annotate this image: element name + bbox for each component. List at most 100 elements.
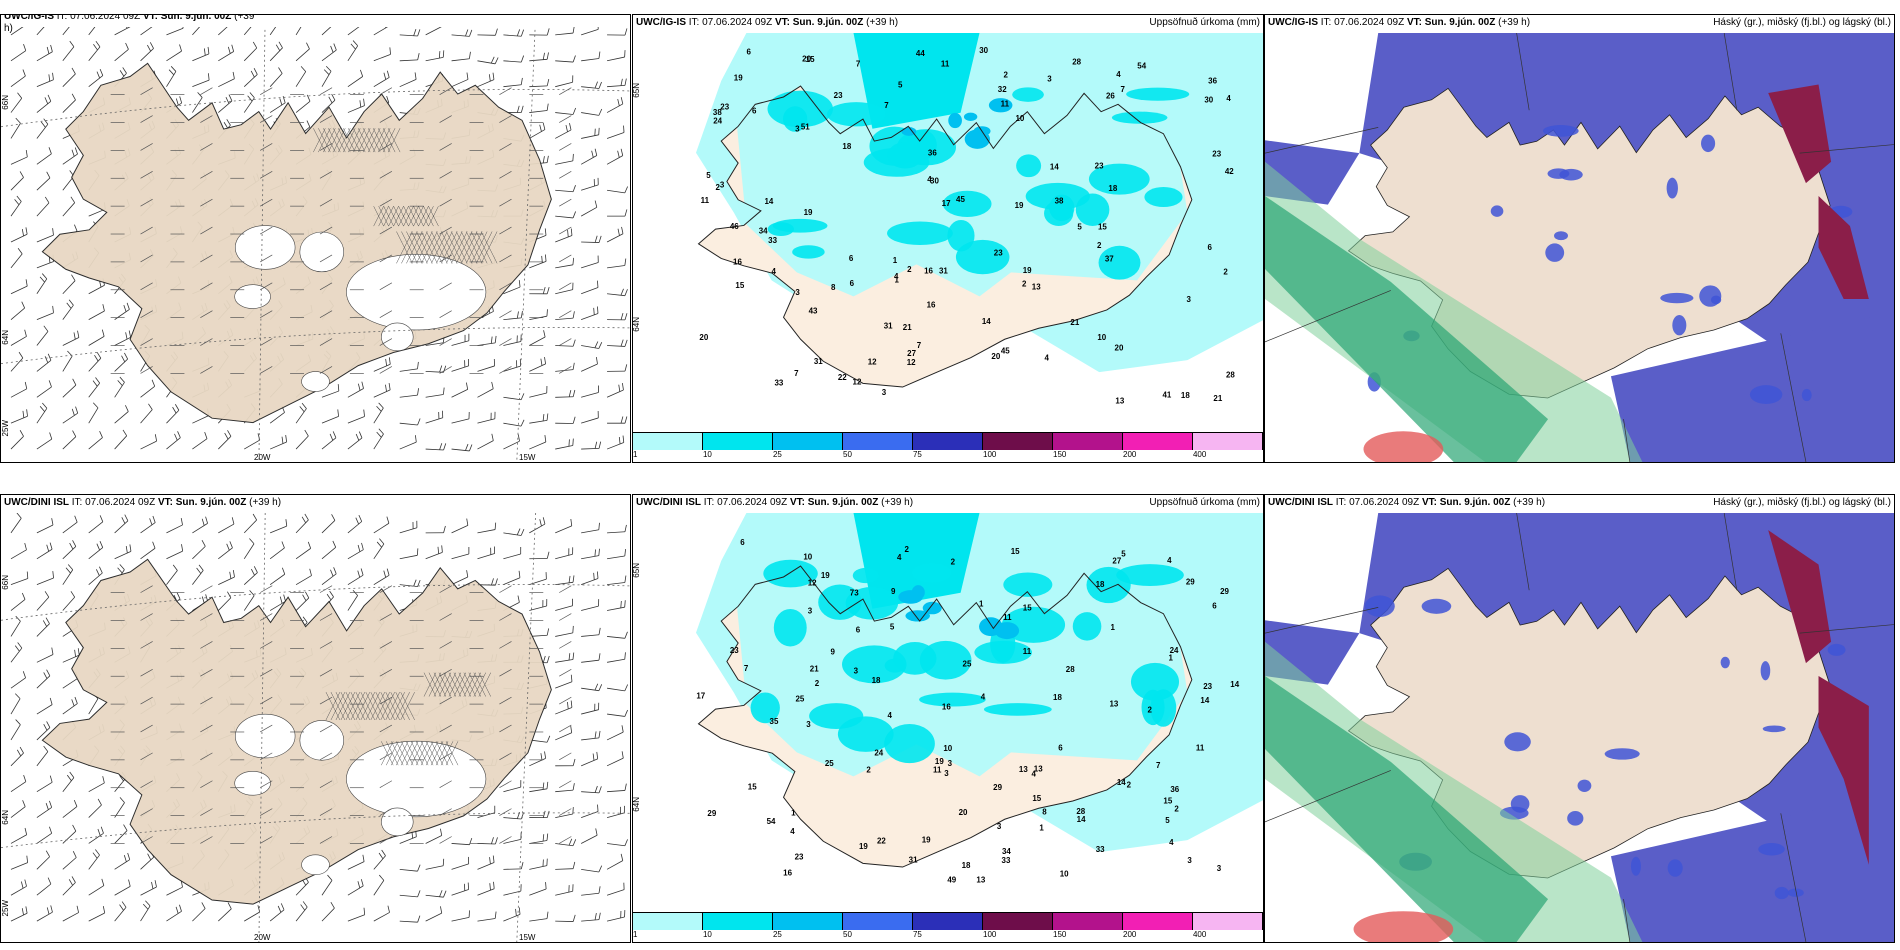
wind-map-panel-top: UWC/IG-IS IT: 07.06.2024 09Z VT: Sun. 9.… [0, 14, 631, 463]
panel-title: UWC/DINI ISL IT: 07.06.2024 09Z VT: Sun.… [633, 495, 1263, 513]
precip-value-label: 31 [909, 855, 918, 864]
precip-value-label: 18 [1096, 580, 1105, 589]
precip-value-label: 30 [979, 46, 988, 55]
precip-value-label: 6 [1208, 243, 1213, 252]
precip-value-label: 3 [944, 769, 949, 778]
lat-label-64n: 64N [1, 810, 10, 825]
precip-value-label: 21 [903, 323, 912, 332]
precip-value-label: 2 [815, 679, 820, 688]
colorbar-tick-label: 25 [772, 930, 782, 939]
panel-title: UWC/DINI ISL IT: 07.06.2024 09Z VT: Sun.… [1265, 495, 1894, 513]
colorbar-segment [1123, 433, 1193, 450]
precip-value-label: 41 [1163, 391, 1172, 400]
colorbar-segment [983, 913, 1053, 930]
precip-value-label: 2 [1097, 241, 1102, 250]
colorbar-tick-label: 100 [983, 450, 997, 459]
precip-value-label: 25 [825, 759, 834, 768]
precip-value-label: 20 [991, 352, 1000, 361]
precip-value-label: 12 [907, 358, 916, 367]
precip-value-label: 4 [897, 553, 902, 562]
cloud-map-panel-bottom: UWC/DINI ISL IT: 07.06.2024 09Z VT: Sun.… [1264, 494, 1895, 943]
lat-label-64n: 64N [632, 317, 641, 332]
precip-value-label: 32 [998, 85, 1007, 94]
precip-map-panel-top: UWC/IG-IS IT: 07.06.2024 09Z VT: Sun. 9.… [632, 14, 1264, 463]
precip-value-label: 10 [803, 553, 812, 562]
precip-value-label: 5 [706, 171, 711, 180]
precip-value-label: 23 [1203, 682, 1212, 691]
precip-value-label: 18 [1053, 693, 1062, 702]
precip-value-label: 3 [795, 124, 800, 133]
precip-value-label: 49 [947, 876, 956, 885]
precip-value-label: 54 [767, 817, 776, 826]
precip-value-label: 16 [924, 267, 933, 276]
colorbar-tick-label: 75 [912, 450, 922, 459]
precip-value-label: 29 [993, 783, 1002, 792]
precip-value-label: 4 [888, 711, 893, 720]
precip-value-label: 3 [808, 606, 813, 615]
precip-value-label: 21 [1070, 318, 1079, 327]
precip-value-label: 28 [1226, 370, 1235, 379]
precip-value-label: 3 [997, 822, 1002, 831]
precip-value-label: 14 [764, 197, 773, 206]
precip-value-label: 14 [1200, 696, 1209, 705]
precip-value-label: 9 [891, 587, 896, 596]
colorbar-tick-label: 1 [633, 450, 638, 459]
precip-value-label: 13 [976, 876, 985, 885]
colorbar-segment [703, 433, 773, 450]
colorbar-segment [773, 913, 843, 930]
colorbar-segment [1053, 913, 1123, 930]
panel-title: UWC/DINI ISL IT: 07.06.2024 09Z VT: Sun.… [1, 495, 630, 513]
lat-label-65n: 65N [632, 563, 641, 578]
lat-label-64n: 64N [1, 330, 10, 345]
precip-value-label: 28 [1072, 58, 1081, 67]
precip-value-label: 11 [933, 765, 942, 774]
precip-value-label: 16 [942, 702, 951, 711]
precip-value-label: 12 [853, 377, 862, 386]
precip-value-label: 7 [744, 664, 749, 673]
colorbar-tick-label: 50 [843, 930, 852, 939]
precip-value-label: 7 [1120, 85, 1125, 94]
precip-value-label: 29 [1220, 587, 1229, 596]
precip-value-label: 34 [1002, 847, 1011, 856]
cloud-map-panel-top: UWC/IG-IS IT: 07.06.2024 09Z VT: Sun. 9.… [1264, 14, 1895, 463]
precip-value-label: 2 [866, 765, 871, 774]
precip-value-label: 3 [795, 288, 800, 297]
precip-value-label: 15 [1163, 797, 1172, 806]
precip-value-label: 3 [882, 388, 887, 397]
precip-value-label: 16 [927, 301, 936, 310]
precip-value-label: 12 [868, 357, 877, 366]
wind-map [1, 513, 630, 942]
precip-value-label: 17 [942, 199, 951, 208]
precip-value-label: 15 [1011, 547, 1020, 556]
precip-value-label: 1 [1039, 824, 1044, 833]
precip-value-label: 7 [1156, 761, 1161, 770]
cloud-map [1265, 513, 1894, 942]
precip-value-label: 6 [849, 254, 854, 263]
precip-value-label: 27 [1112, 556, 1121, 565]
colorbar-tick-label: 50 [843, 450, 852, 459]
precip-value-label: 30 [930, 177, 939, 186]
colorbar-tick-label: 400 [1192, 450, 1207, 459]
precip-value-label: 6 [746, 48, 751, 57]
precip-value-label: 15 [748, 782, 757, 791]
precip-colorbar: 1 10 25 50 75 100 150 200 400 [633, 432, 1263, 462]
precip-value-label: 29 [1186, 577, 1195, 586]
colorbar-segment [633, 913, 703, 930]
cloud-map [1265, 33, 1894, 462]
lat-label-66n: 66N [1, 575, 10, 590]
precip-value-label: 43 [809, 306, 818, 315]
precip-value-label: 23 [720, 103, 729, 112]
panel-title: UWC/IG-IS IT: 07.06.2024 09Z VT: Sun. 9.… [1, 15, 630, 34]
precip-value-label: 11 [1001, 99, 1010, 108]
colorbar-tick-label: 10 [702, 450, 712, 459]
precip-value-label: 5 [1165, 816, 1170, 825]
precip-value-label: 33 [768, 236, 777, 245]
precip-value-label: 8 [1042, 808, 1047, 817]
precip-value-label: 15 [1023, 604, 1032, 613]
precip-value-label: 11 [941, 60, 950, 69]
precip-value-label: 45 [956, 195, 965, 204]
precip-value-label: 4 [1167, 556, 1172, 565]
precip-value-label: 2 [1174, 805, 1179, 814]
precip-value-label: 23 [795, 853, 804, 862]
precip-value-label: 3 [720, 181, 725, 190]
